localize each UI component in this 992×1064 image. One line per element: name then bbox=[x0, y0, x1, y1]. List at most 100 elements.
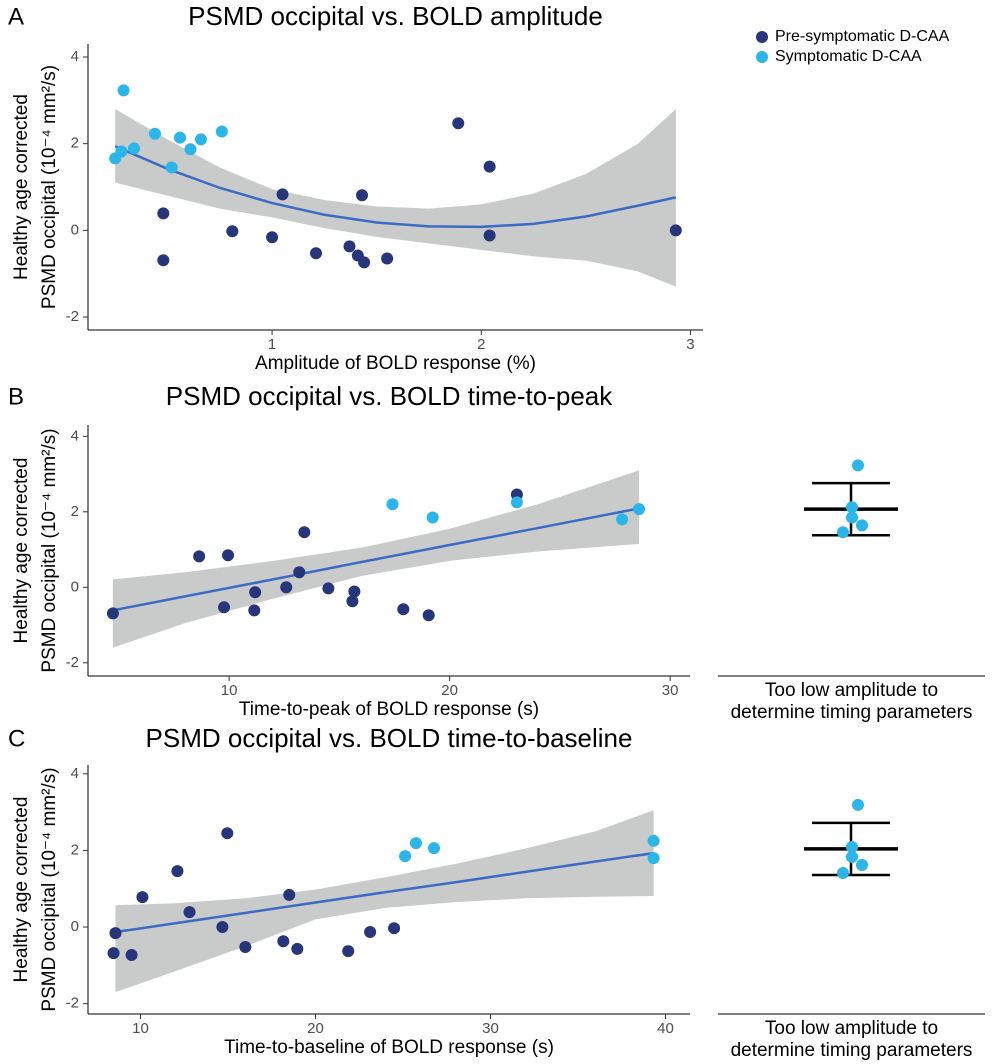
y-axis-label: Healthy age corrected bbox=[11, 458, 32, 644]
point bbox=[348, 585, 361, 598]
point bbox=[125, 949, 138, 962]
x-axis-label: Too low amplitude to bbox=[765, 680, 938, 701]
point bbox=[669, 224, 682, 237]
y-tick-label: 0 bbox=[71, 918, 79, 935]
point bbox=[165, 161, 178, 174]
point bbox=[221, 827, 234, 840]
point bbox=[117, 84, 130, 97]
point bbox=[346, 595, 359, 608]
point bbox=[226, 225, 239, 238]
y-tick-label: 2 bbox=[71, 503, 79, 520]
point bbox=[409, 837, 422, 850]
x-axis-label: Time-to-peak of BOLD response (s) bbox=[239, 699, 539, 720]
point bbox=[647, 834, 660, 847]
x-tick-label: 10 bbox=[132, 1020, 149, 1037]
point bbox=[846, 501, 858, 514]
x-axis-label: determine timing parameters bbox=[731, 702, 973, 723]
point bbox=[157, 207, 170, 220]
point bbox=[107, 947, 120, 960]
point bbox=[483, 160, 496, 173]
point bbox=[277, 935, 290, 948]
x-axis-label: Time-to-baseline of BOLD response (s) bbox=[224, 1037, 554, 1058]
y-tick-label: 0 bbox=[71, 221, 79, 238]
point bbox=[239, 940, 252, 953]
point bbox=[647, 852, 660, 865]
x-axis-label: Amplitude of BOLD response (%) bbox=[255, 353, 536, 374]
panel-label: B bbox=[8, 383, 24, 410]
point bbox=[194, 133, 207, 146]
chart-title: PSMD occipital vs. BOLD time-to-peak bbox=[166, 381, 613, 411]
x-tick-label: 3 bbox=[686, 336, 694, 353]
y-axis-label: PSMD occipital (10⁻⁴ mm²/s) bbox=[39, 767, 60, 1011]
x-tick-label: 2 bbox=[477, 336, 485, 353]
x-tick-label: 30 bbox=[482, 1020, 499, 1037]
y-tick-label: 2 bbox=[71, 135, 79, 152]
point bbox=[171, 865, 184, 878]
point bbox=[837, 526, 849, 539]
point bbox=[293, 566, 306, 579]
chart-title: PSMD occipital vs. BOLD time-to-baseline bbox=[146, 723, 633, 753]
point bbox=[115, 145, 128, 158]
y-tick-label: 4 bbox=[71, 48, 79, 65]
point bbox=[386, 498, 399, 511]
point bbox=[280, 581, 293, 594]
point bbox=[510, 496, 523, 509]
point bbox=[276, 188, 289, 201]
point bbox=[381, 252, 394, 265]
point bbox=[322, 582, 335, 595]
point bbox=[266, 231, 279, 244]
point bbox=[136, 891, 149, 904]
x-tick-label: 10 bbox=[221, 682, 238, 699]
point bbox=[248, 604, 261, 617]
y-axis-label: PSMD occipital (10⁻⁴ mm²/s) bbox=[39, 65, 60, 309]
point bbox=[343, 240, 356, 253]
point bbox=[184, 143, 197, 156]
chart-title: PSMD occipital vs. BOLD amplitude bbox=[188, 1, 603, 31]
point bbox=[452, 117, 465, 130]
point bbox=[216, 921, 229, 934]
point bbox=[109, 927, 122, 940]
y-tick-label: -2 bbox=[66, 308, 79, 325]
fit-line bbox=[114, 145, 677, 229]
point bbox=[128, 142, 141, 155]
y-tick-label: 4 bbox=[71, 765, 79, 782]
point bbox=[399, 850, 412, 863]
point bbox=[616, 513, 629, 526]
point bbox=[846, 850, 858, 863]
y-axis-label: Healthy age corrected bbox=[11, 797, 32, 983]
point bbox=[193, 550, 206, 563]
y-tick-label: 0 bbox=[71, 578, 79, 595]
point bbox=[174, 131, 187, 144]
point bbox=[852, 459, 864, 472]
point bbox=[856, 519, 868, 532]
legend-label: Symptomatic D-CAA bbox=[775, 48, 922, 65]
point bbox=[388, 922, 401, 935]
point bbox=[837, 867, 849, 880]
point bbox=[427, 842, 440, 855]
point bbox=[422, 609, 435, 622]
point bbox=[483, 229, 496, 242]
legend-marker bbox=[756, 31, 768, 43]
y-axis-label: PSMD occipital (10⁻⁴ mm²/s) bbox=[39, 428, 60, 672]
legend-marker bbox=[756, 51, 768, 63]
confidence-band bbox=[115, 810, 654, 993]
x-tick-label: 20 bbox=[307, 1020, 324, 1037]
point bbox=[183, 906, 196, 919]
legend-label: Pre-symptomatic D-CAA bbox=[775, 28, 950, 45]
panel-label: A bbox=[8, 3, 24, 30]
confidence-band bbox=[115, 109, 676, 287]
y-axis-label: Healthy age corrected bbox=[11, 94, 32, 280]
point bbox=[218, 601, 231, 614]
point bbox=[846, 511, 858, 524]
point bbox=[157, 254, 170, 267]
fit-line bbox=[112, 507, 640, 612]
x-tick-label: 20 bbox=[441, 682, 458, 699]
point bbox=[106, 607, 119, 620]
y-tick-label: 2 bbox=[71, 841, 79, 858]
point bbox=[397, 603, 410, 616]
point bbox=[249, 586, 262, 599]
x-tick-label: 30 bbox=[662, 682, 679, 699]
point bbox=[291, 942, 304, 955]
point bbox=[342, 945, 355, 958]
x-tick-label: 40 bbox=[657, 1020, 674, 1037]
